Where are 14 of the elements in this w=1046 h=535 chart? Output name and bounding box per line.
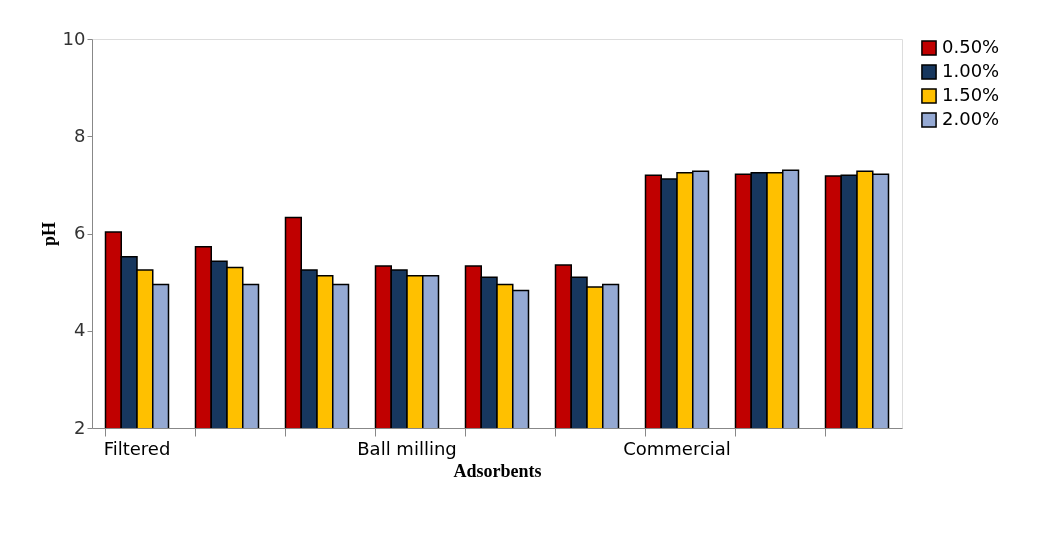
y-axis-title: pH <box>38 221 59 247</box>
x-tick-label: Commercial <box>623 437 731 459</box>
y-tick-label: 2 <box>74 416 86 438</box>
x-tick-label: Filtered <box>103 437 171 459</box>
legend-label: 0.50% <box>942 36 1000 57</box>
legend-label: 1.00% <box>942 60 1000 81</box>
y-tick-label: 4 <box>74 319 86 341</box>
x-tick-label: Ball milling <box>357 437 457 459</box>
legend-label: 2.00% <box>942 108 1000 129</box>
y-tick-label: 10 <box>62 27 86 49</box>
y-tick-label: 8 <box>74 124 86 146</box>
x-axis-title: Adsorbents <box>453 460 542 481</box>
legend-label: 1.50% <box>942 84 1000 105</box>
y-tick-label: 6 <box>74 222 86 243</box>
